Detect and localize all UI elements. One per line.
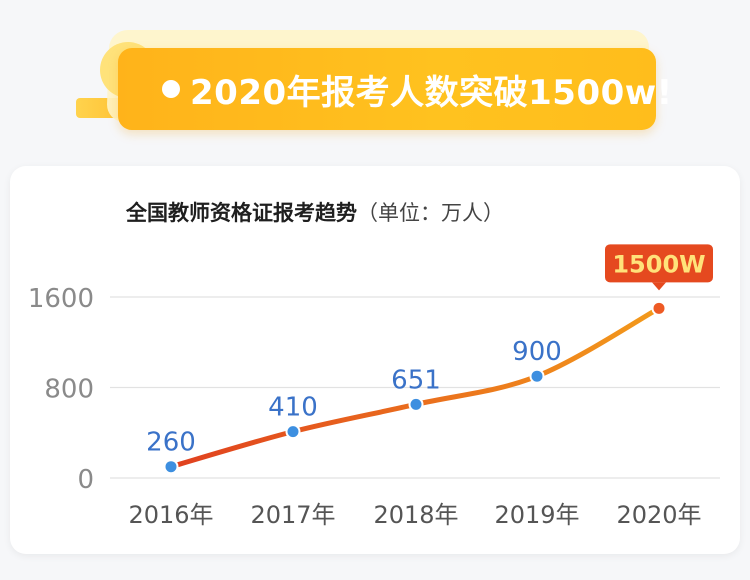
y-tick-label: 800 — [44, 375, 94, 405]
banner: 2020年报考人数突破1500w! — [0, 0, 750, 150]
x-tick-label: 2018年 — [373, 501, 458, 529]
data-point — [287, 426, 299, 438]
data-label: 1500W — [612, 250, 705, 278]
data-point — [165, 461, 177, 473]
data-point — [410, 398, 422, 410]
chart-card — [10, 166, 740, 554]
peak-callout: 1500W — [605, 244, 713, 291]
chart-title-unit: （单位：万人） — [357, 201, 504, 225]
banner-title: 2020年报考人数突破1500w! — [190, 72, 673, 113]
y-tick-label: 1600 — [28, 284, 94, 314]
x-tick-label: 2019年 — [494, 501, 579, 529]
chart-title: 全国教师资格证报考趋势 — [126, 201, 357, 225]
x-tick-label: 2020年 — [616, 501, 701, 529]
data-point — [653, 302, 665, 314]
callout-pointer — [652, 282, 666, 291]
x-tick-label: 2016年 — [128, 501, 213, 529]
data-label: 900 — [512, 337, 562, 367]
data-label: 651 — [391, 365, 441, 395]
banner-main: 2020年报考人数突破1500w! — [118, 48, 672, 130]
data-point — [531, 370, 543, 382]
x-tick-label: 2017年 — [250, 501, 335, 529]
data-label: 410 — [268, 393, 318, 423]
callout-box — [605, 244, 713, 283]
y-tick-label: 0 — [77, 465, 94, 495]
chart-title-wrap: 全国教师资格证报考趋势（单位：万人） — [126, 197, 504, 227]
data-label: 260 — [146, 428, 196, 458]
bullet-dot-icon — [162, 80, 180, 98]
